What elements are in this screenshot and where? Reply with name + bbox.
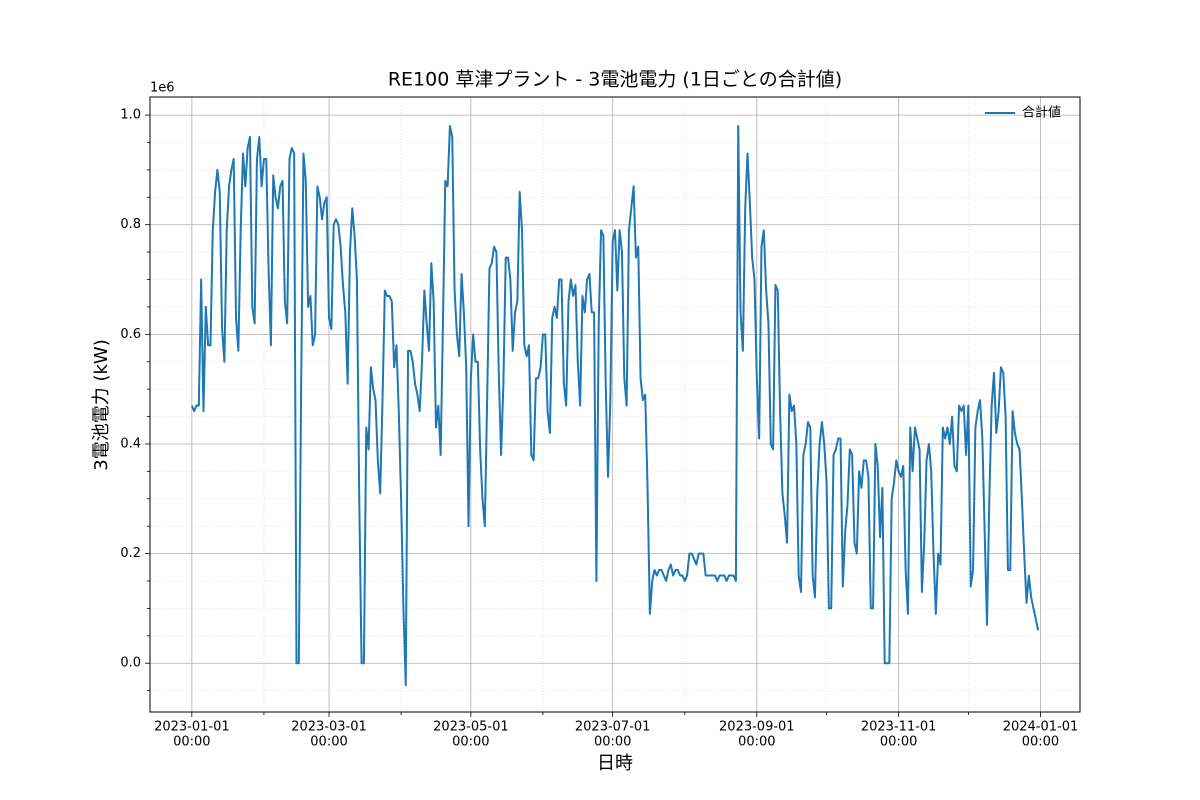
x-tick-label: 2023-11-01 [861, 720, 937, 735]
y-tick-label: 0.0 [120, 656, 141, 671]
data-line [190, 125, 1040, 687]
x-tick-label: 00:00 [1022, 735, 1059, 750]
y-tick-label: 0.2 [120, 546, 141, 561]
chart-title: RE100 草津プラント - 3電池電力 (1日ごとの合計値) [388, 69, 842, 91]
legend-label: 合計値 [1022, 105, 1061, 121]
y-axis-label: 3電池電力 (kW) [91, 339, 112, 470]
x-tick-label: 00:00 [173, 735, 210, 750]
x-tick-label: 2023-09-01 [719, 720, 795, 735]
x-tick-label: 00:00 [452, 735, 489, 750]
x-tick-label: 00:00 [738, 735, 775, 750]
y-tick-label: 1.0 [120, 108, 141, 123]
y-offset-label: 1e6 [150, 81, 175, 96]
x-axis-label: 日時 [597, 753, 633, 774]
y-tick-label: 0.8 [120, 217, 141, 232]
x-tick-label: 00:00 [880, 735, 917, 750]
y-tick-label: 0.6 [120, 327, 141, 342]
x-tick-label: 2023-05-01 [433, 720, 509, 735]
plot-frame [149, 96, 1081, 713]
x-tick-label: 2023-03-01 [291, 720, 367, 735]
x-tick-label: 2023-01-01 [154, 720, 230, 735]
x-tick-label: 00:00 [594, 735, 631, 750]
x-tick-label: 2023-07-01 [575, 720, 651, 735]
x-tick-label: 00:00 [310, 735, 347, 750]
y-tick-label: 0.4 [120, 436, 141, 451]
x-tick-label: 2024-01-01 [1003, 720, 1079, 735]
